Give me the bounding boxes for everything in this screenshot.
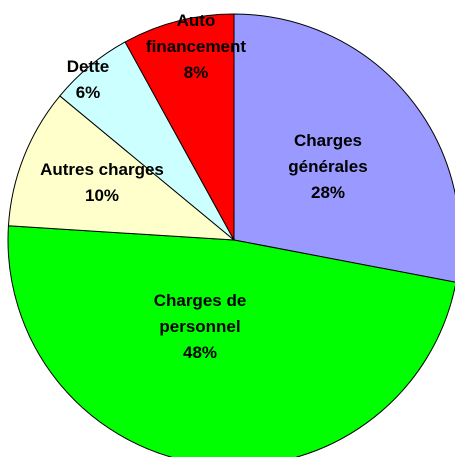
- pie-slice: [233, 13, 455, 283]
- slice-name: Autres charges: [40, 160, 164, 179]
- slice-label: Charges générales 28%: [273, 128, 383, 206]
- slice-value: 28%: [310, 183, 346, 202]
- slice-name: Dette: [66, 57, 110, 76]
- slice-value: 10%: [84, 186, 120, 205]
- slice-value: 8%: [183, 63, 209, 82]
- pie-slice: [124, 13, 235, 241]
- slice-name: Auto financement: [145, 11, 247, 56]
- slice-value: 6%: [75, 83, 101, 102]
- slice-label: Autres charges 10%: [17, 157, 187, 209]
- slice-label: Charges de personnel 48%: [140, 288, 260, 366]
- pie-slice: [7, 95, 236, 241]
- slice-name: Charges de personnel: [153, 291, 247, 336]
- slice-value: 48%: [182, 343, 218, 362]
- pie-slice: [7, 225, 455, 457]
- slice-label: Dette 6%: [58, 54, 118, 106]
- slice-name: Charges générales: [288, 131, 368, 176]
- slice-label: Auto financement 8%: [126, 8, 266, 86]
